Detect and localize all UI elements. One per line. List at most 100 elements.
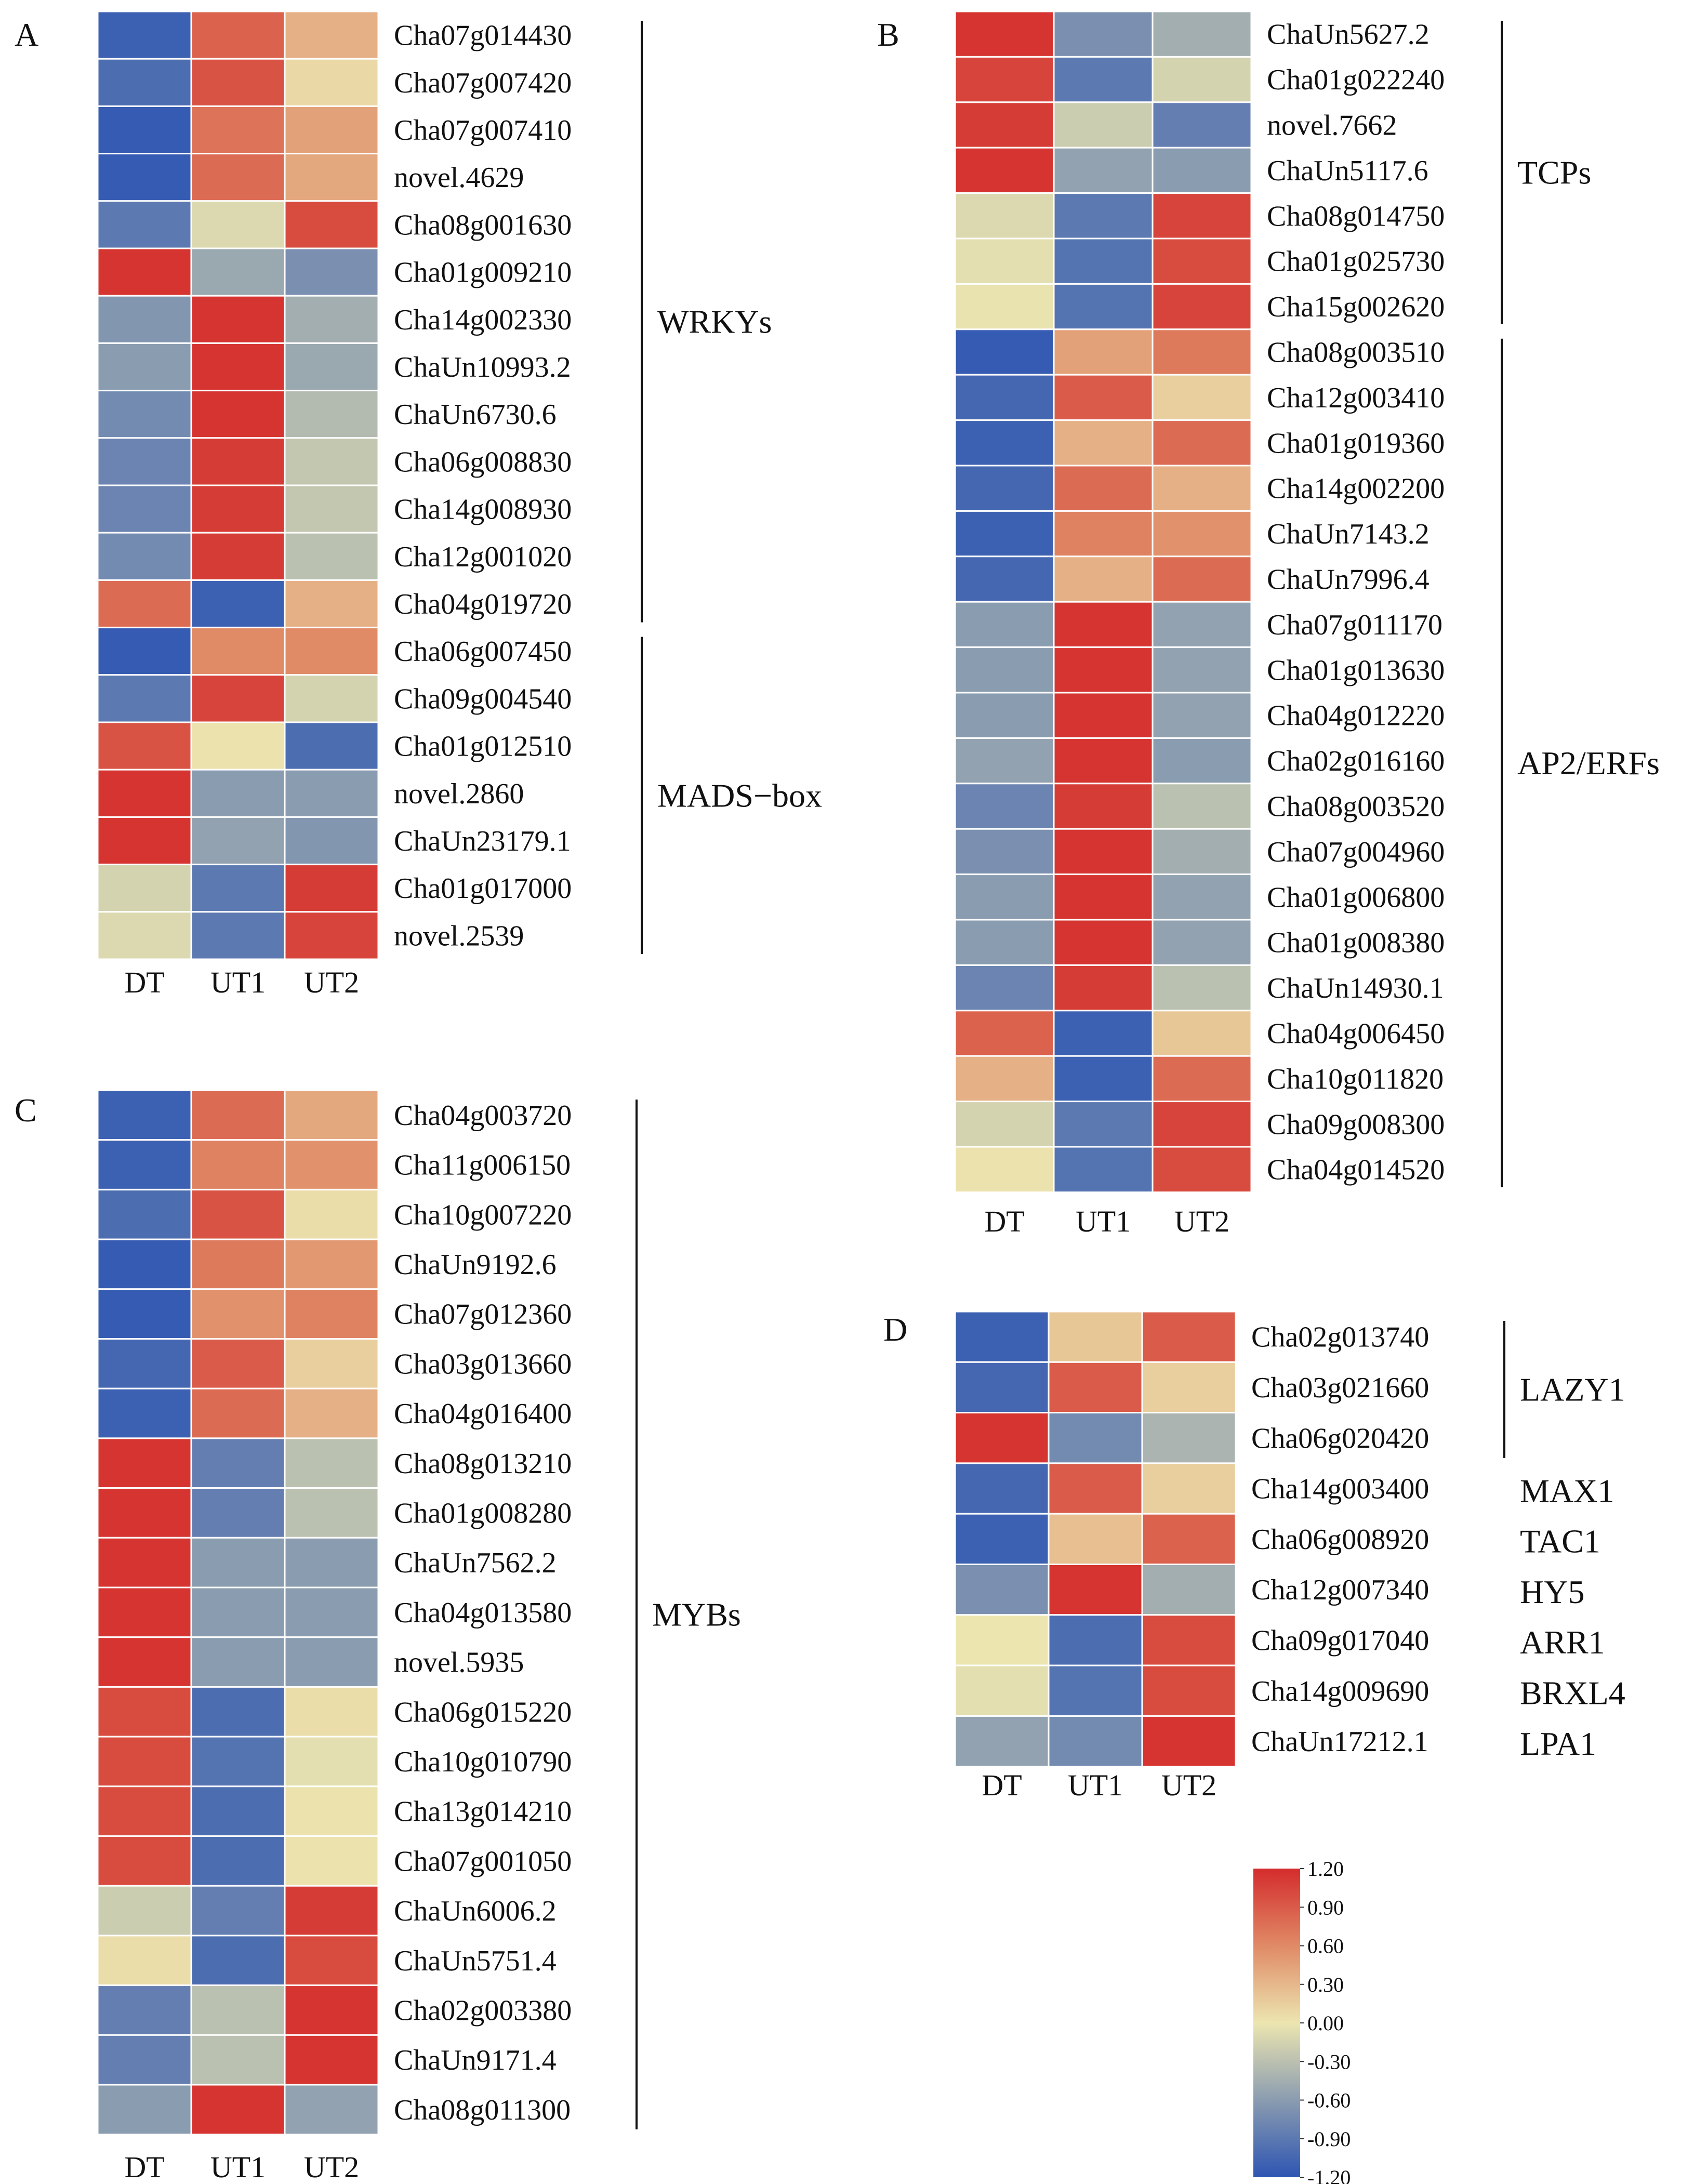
heatmap-cell xyxy=(284,1487,379,1539)
colorbar-tick-label: 0.60 xyxy=(1307,1935,1344,1958)
heatmap-cell xyxy=(1152,56,1252,103)
heatmap-cell xyxy=(190,1238,286,1290)
heatmap-cell xyxy=(1152,873,1252,921)
heatmap-cell xyxy=(954,1055,1055,1103)
heatmap-cell xyxy=(284,1636,379,1688)
heatmap-cell xyxy=(284,532,379,581)
heatmap-cell xyxy=(97,1835,192,1887)
heatmap-cell xyxy=(1053,783,1154,830)
heatmap-cell xyxy=(97,295,192,344)
gene-label: ChaUn9192.6 xyxy=(394,1249,557,1281)
heatmap-cell xyxy=(284,1984,379,2036)
gene-label: Cha01g025730 xyxy=(1267,246,1445,278)
heatmap-cell xyxy=(1152,919,1252,966)
heatmap-cell xyxy=(1053,919,1154,966)
heatmap-cell xyxy=(1152,692,1252,739)
heatmap-cell xyxy=(1048,1513,1143,1565)
column-label: UT1 xyxy=(1068,1768,1123,1802)
heatmap-cell xyxy=(190,342,286,392)
color-scale-legend: 1.20 0.90 0.60 0.30 0.00 -0.30 -0.60 -0.90 -1.20 xyxy=(1253,1857,1351,2184)
heatmap-cell xyxy=(97,1139,192,1190)
gene-label: Cha09g004540 xyxy=(394,683,572,715)
heatmap-cell xyxy=(1053,283,1154,330)
gene-label: Cha07g004960 xyxy=(1267,836,1445,868)
heatmap-cell xyxy=(1152,1010,1252,1057)
gene-label: Cha06g020420 xyxy=(1251,1422,1429,1454)
heatmap-cell xyxy=(284,484,379,534)
heatmap-cell xyxy=(190,1437,286,1489)
heatmap-cell xyxy=(284,437,379,486)
heatmap-cell xyxy=(1152,601,1252,648)
heatmap-cell xyxy=(284,247,379,297)
heatmap-cell xyxy=(1053,1010,1154,1057)
heatmap-cell xyxy=(284,674,379,723)
gene-label: Cha01g013630 xyxy=(1267,654,1445,686)
gene-label: ChaUn23179.1 xyxy=(394,825,571,857)
panel-letter: C xyxy=(15,1092,37,1129)
heatmap-cell xyxy=(284,769,379,818)
panel-letter: D xyxy=(883,1311,907,1348)
heatmap-cell xyxy=(1053,692,1154,739)
gene-label: Cha11g006150 xyxy=(394,1149,571,1182)
heatmap-cell xyxy=(1152,465,1252,512)
heatmap-cell xyxy=(97,105,192,155)
heatmap-cell xyxy=(954,328,1055,376)
gene-label: Cha04g013580 xyxy=(394,1597,572,1629)
heatmap-cell xyxy=(954,237,1055,285)
group-label: MADS−box xyxy=(657,777,822,814)
column-label: UT2 xyxy=(304,2150,359,2184)
heatmap-cell xyxy=(97,1885,192,1937)
heatmap-cell xyxy=(1048,1564,1143,1616)
gene-label: Cha07g012360 xyxy=(394,1299,572,1331)
heatmap-cell xyxy=(954,1146,1055,1193)
heatmap-cell xyxy=(97,1387,192,1439)
gene-label: Cha01g012510 xyxy=(394,731,572,763)
heatmap-cell xyxy=(1053,601,1154,648)
gene-label: Cha04g016400 xyxy=(394,1398,572,1430)
gene-label: Cha10g010790 xyxy=(394,1746,572,1778)
heatmap-cell xyxy=(284,1437,379,1489)
heatmap-cell xyxy=(190,1288,286,1340)
gene-name-label: HY5 xyxy=(1520,1573,1584,1610)
heatmap-cell xyxy=(954,1361,1050,1414)
heatmap-cell xyxy=(1053,873,1154,921)
heatmap-cell xyxy=(1141,1361,1237,1414)
gene-label: Cha07g001050 xyxy=(394,1845,572,1877)
heatmap-cell xyxy=(284,1288,379,1340)
heatmap-cell xyxy=(1152,964,1252,1012)
heatmap-cell xyxy=(954,10,1055,58)
gene-label: Cha14g003400 xyxy=(1251,1473,1429,1505)
heatmap-cell xyxy=(954,101,1055,149)
heatmap-cell xyxy=(284,1686,379,1738)
heatmap-cell xyxy=(954,419,1055,467)
heatmap-cell xyxy=(954,1513,1050,1565)
gene-label: Cha15g002620 xyxy=(1267,291,1445,323)
heatmap-cell xyxy=(97,10,192,60)
gene-label: Cha14g002330 xyxy=(394,304,572,336)
heatmap-panels: A Cha07g014430 Cha07g007420 Cha07g007410 nov… xyxy=(15,10,1660,2184)
gene-label: Cha10g007220 xyxy=(394,1199,572,1231)
gene-label: Cha03g013660 xyxy=(394,1348,572,1380)
column-label: DT xyxy=(124,2150,164,2184)
heatmap-cell xyxy=(1152,328,1252,376)
heatmap-cell xyxy=(954,510,1055,558)
gene-label: Cha04g006450 xyxy=(1267,1018,1445,1050)
heatmap-cell xyxy=(1053,56,1154,103)
heatmap-cell xyxy=(97,342,192,392)
colorbar-tick-label: -0.30 xyxy=(1307,2050,1351,2073)
heatmap-cell xyxy=(97,437,192,486)
heatmap-cell xyxy=(284,579,379,629)
heatmap-cell xyxy=(97,1089,192,1141)
heatmap-cell xyxy=(1152,737,1252,785)
column-label: UT1 xyxy=(210,2150,266,2184)
heatmap-cell xyxy=(97,627,192,676)
gene-label: ChaUn7143.2 xyxy=(1267,518,1430,550)
heatmap-cell xyxy=(954,1010,1055,1057)
heatmap-cell xyxy=(97,1338,192,1389)
heatmap-cell xyxy=(954,1101,1055,1148)
heatmap-cell xyxy=(97,769,192,818)
heatmap-cell xyxy=(284,1188,379,1240)
gene-label: Cha08g013210 xyxy=(394,1448,572,1480)
heatmap-cell xyxy=(190,532,286,581)
